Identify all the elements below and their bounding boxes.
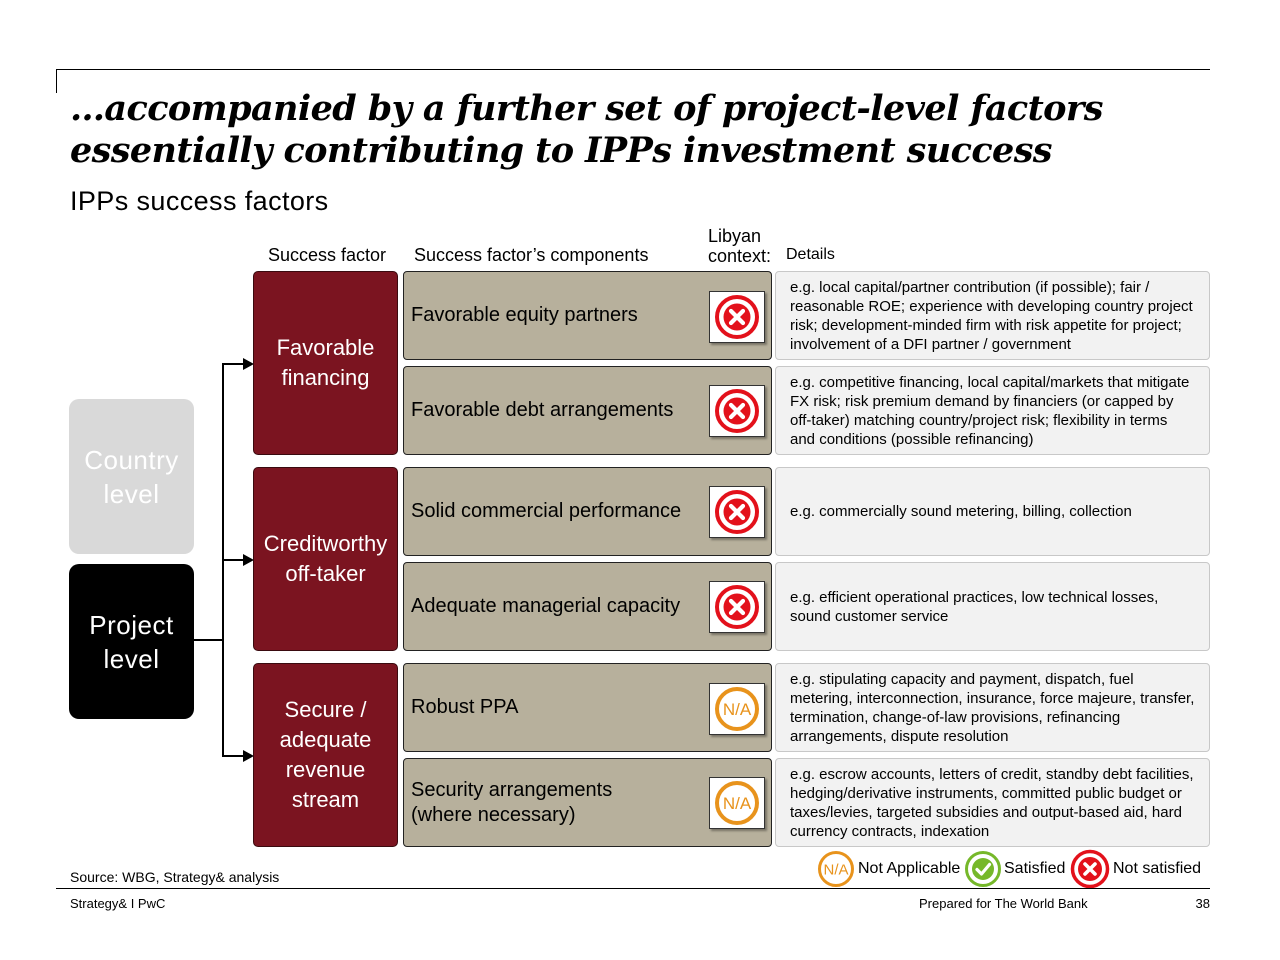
country-level-box: Country level xyxy=(69,399,194,554)
component-equity-partners: Favorable equity partners xyxy=(403,271,772,360)
factor-secure-revenue: Secure / adequate revenue stream xyxy=(253,663,398,847)
na-badge-text: N/A xyxy=(723,700,752,719)
status-badge: N/A xyxy=(709,683,765,735)
detail-text: e.g. escrow accounts, letters of credit,… xyxy=(790,765,1194,840)
detail-text: e.g. competitive financing, local capita… xyxy=(790,373,1190,448)
header-libyan-context: Libyan context: xyxy=(708,226,772,266)
legend-na-label: Not Applicable xyxy=(858,860,961,877)
status-badge xyxy=(709,581,765,633)
footer-center: Prepared for The World Bank xyxy=(919,896,1088,911)
page-number: 38 xyxy=(1195,896,1210,911)
footer-rule xyxy=(56,888,1210,889)
detail-robust-ppa: e.g. stipulating capacity and payment, d… xyxy=(775,663,1210,752)
na-circle-icon: N/A xyxy=(715,687,759,731)
project-level-box: Project level xyxy=(69,564,194,719)
component-label: Security arrangements (where necessary) xyxy=(411,778,613,826)
factor-favorable-financing: Favorable financing xyxy=(253,271,398,455)
header-components: Success factor’s components xyxy=(414,245,649,265)
source-note: Source: WBG, Strategy& analysis xyxy=(70,869,280,885)
na-circle-icon: N/A xyxy=(715,781,759,825)
na-badge-text: N/A xyxy=(723,794,752,813)
status-badge: N/A xyxy=(709,777,765,829)
connector-branch-financing xyxy=(222,363,246,365)
component-label: Favorable debt arrangements xyxy=(411,399,674,421)
x-circle-icon xyxy=(715,295,759,339)
component-label: Solid commercial performance xyxy=(411,500,682,522)
x-circle-icon xyxy=(715,585,759,629)
factor-label: Favorable financing xyxy=(276,335,375,390)
x-circle-icon xyxy=(715,490,759,534)
status-badge xyxy=(709,385,765,437)
connector-branch-revenue xyxy=(222,755,246,757)
arrow-financing-icon xyxy=(243,358,254,370)
component-label: Favorable equity partners xyxy=(411,304,638,326)
arrow-revenue-icon xyxy=(243,750,254,762)
legend-not-satisfied-label: Not satisfied xyxy=(1113,860,1202,877)
project-level-label: Project level xyxy=(89,609,174,674)
legend-na-badge-text: N/A xyxy=(823,862,848,879)
detail-equity-partners: e.g. local capital/partner contribution … xyxy=(775,271,1210,360)
detail-security-arrangements: e.g. escrow accounts, letters of credit,… xyxy=(775,758,1210,847)
component-label: Adequate managerial capacity xyxy=(411,595,681,617)
detail-text: e.g. commercially sound metering, billin… xyxy=(790,503,1132,520)
x-circle-icon xyxy=(715,389,759,433)
page-title: …accompanied by a further set of project… xyxy=(70,88,1103,171)
header-success-factor: Success factor xyxy=(268,245,387,265)
status-badge xyxy=(709,486,765,538)
status-badge xyxy=(709,291,765,343)
detail-text: e.g. stipulating capacity and payment, d… xyxy=(790,670,1195,745)
top-rule xyxy=(56,69,1210,70)
country-level-label: Country level xyxy=(84,444,179,509)
detail-debt-arrangements: e.g. competitive financing, local capita… xyxy=(775,366,1210,455)
arrow-offtaker-icon xyxy=(243,554,254,566)
check-circle-icon xyxy=(965,851,1001,887)
factor-creditworthy-offtaker: Creditworthy off-taker xyxy=(253,467,398,651)
detail-managerial-capacity: e.g. efficient operational practices, lo… xyxy=(775,562,1210,651)
top-corner-mark xyxy=(56,69,57,93)
page-subtitle: IPPs success factors xyxy=(70,186,329,216)
factor-label: Creditworthy off-taker xyxy=(263,531,388,586)
detail-text: e.g. local capital/partner contribution … xyxy=(790,278,1193,353)
component-label: Robust PPA xyxy=(411,696,519,718)
x-circle-icon xyxy=(1070,849,1110,889)
header-details: Details xyxy=(786,246,835,263)
legend-satisfied-label: Satisfied xyxy=(1004,860,1066,877)
connector-project-stem xyxy=(194,639,224,641)
connector-branch-offtaker xyxy=(222,559,246,561)
detail-commercial-performance: e.g. commercially sound metering, billin… xyxy=(775,467,1210,556)
footer-left: Strategy& I PwC xyxy=(70,896,166,911)
na-circle-icon: N/A xyxy=(818,851,854,887)
detail-text: e.g. efficient operational practices, lo… xyxy=(790,588,1159,625)
factor-label: Secure / adequate revenue stream xyxy=(279,697,372,812)
